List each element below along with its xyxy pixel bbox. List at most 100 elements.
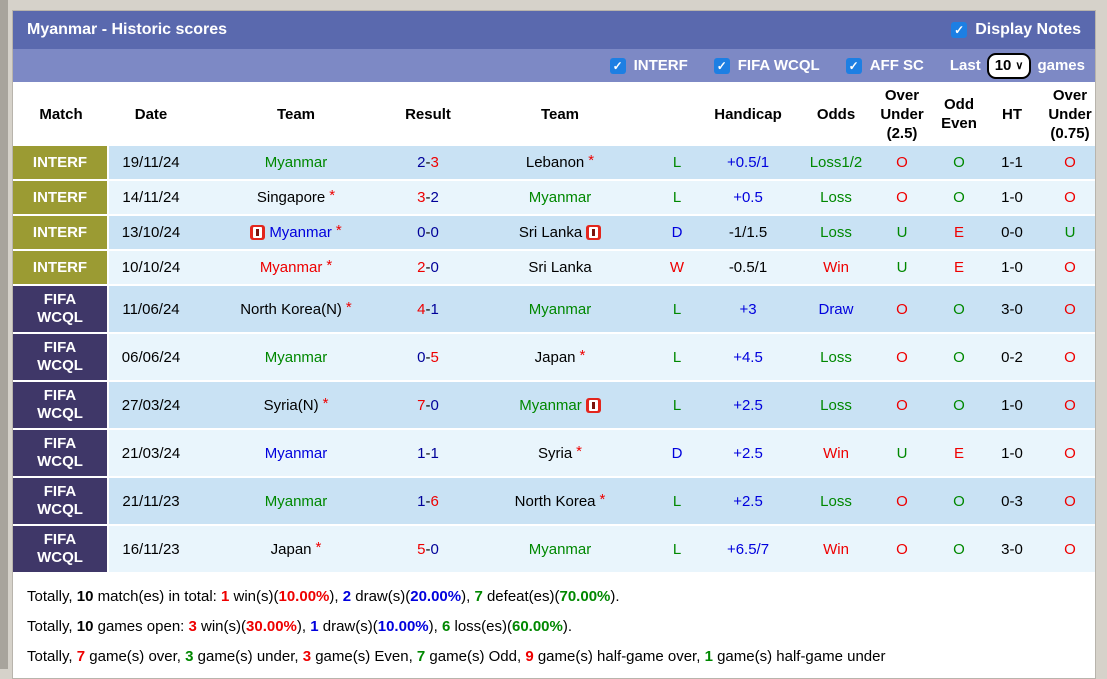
team-name: Myanmar: [264, 154, 328, 171]
odds-result: Loss: [805, 349, 867, 366]
result-letter: D: [663, 224, 691, 241]
note-icon[interactable]: [586, 225, 602, 240]
value: E: [953, 224, 964, 241]
note-icon[interactable]: [250, 225, 266, 240]
value: O: [953, 492, 965, 510]
match-date: 21/03/24: [121, 444, 181, 462]
column-header: Date: [134, 105, 168, 123]
match-date: 11/06/24: [122, 300, 180, 318]
asterisk: *: [335, 222, 342, 239]
home-score: 1: [417, 444, 426, 462]
result-score: 0-5: [399, 349, 457, 366]
panel-titlebar: Myanmar - Historic scores ✓ Display Note…: [13, 11, 1095, 49]
asterisk: *: [329, 187, 336, 204]
summary-segment: game(s) half-game over,: [533, 648, 705, 665]
value: Loss: [820, 396, 852, 414]
home-team: Japan *: [193, 539, 399, 558]
half-time-score: 1-1: [1001, 154, 1023, 171]
summary-segment: 9: [525, 648, 534, 665]
score-dash: -: [425, 300, 431, 318]
summary-segment: win(s)(: [196, 618, 247, 635]
value: O: [953, 540, 965, 558]
summary-segment: 30.00%: [246, 618, 297, 635]
away-score: 5: [430, 348, 439, 366]
match-date: 14/11/24: [122, 189, 180, 206]
summary-segment: 6: [441, 618, 451, 635]
match-date: 10/10/24: [121, 259, 181, 276]
match-date: 27/03/24: [121, 396, 181, 414]
over-under-075: O: [1043, 301, 1097, 318]
value: +2.5: [733, 444, 763, 462]
result-letter: D: [663, 445, 691, 462]
away-score: 0: [430, 540, 439, 558]
home-team: Myanmar: [193, 349, 399, 366]
home-team: Myanmar: [193, 445, 399, 462]
result-letter: W: [663, 259, 691, 276]
historic-scores-panel: Myanmar - Historic scores ✓ Display Note…: [12, 10, 1096, 679]
home-team: Myanmar *: [193, 257, 399, 276]
home-score: 0: [417, 224, 426, 241]
checkbox-icon[interactable]: ✓: [609, 57, 626, 74]
column-header: Team: [276, 105, 316, 123]
handicap-value: +6.5/7: [691, 541, 805, 558]
away-score: 2: [430, 189, 439, 206]
table-row: INTERF 14/11/24 Singapore * 3-2 Myanmar L +0.5 L…: [13, 181, 1095, 214]
half-time-score: 0-2: [1001, 348, 1023, 366]
value: +2.5: [733, 492, 763, 510]
value: Draw: [818, 300, 854, 318]
over-under-25: O: [867, 154, 937, 171]
league-badge: FIFA WCQL: [13, 334, 109, 380]
column-header: Odds: [816, 105, 856, 123]
summary-segment: 7: [416, 648, 426, 665]
half-time-score: 1-0: [1001, 189, 1023, 206]
value: O: [953, 189, 965, 206]
handicap-value: +2.5: [691, 445, 805, 462]
display-notes-checkbox-icon[interactable]: ✓: [951, 22, 968, 38]
team-name: Sri Lanka: [518, 224, 583, 241]
over-under-075: O: [1043, 493, 1097, 510]
filter-interf[interactable]: ✓ INTERF: [609, 57, 688, 74]
over-under-25: O: [867, 349, 937, 366]
match-date: 19/11/24: [122, 154, 180, 171]
column-header: Team: [540, 105, 580, 123]
team-name: Myanmar: [528, 540, 592, 558]
column-header: Match: [39, 105, 83, 123]
note-icon[interactable]: [585, 397, 601, 413]
odd-even: O: [937, 397, 981, 414]
score-dash: -: [425, 259, 431, 276]
odd-even: O: [937, 189, 981, 206]
match-date: 21/11/23: [122, 492, 180, 510]
value: Loss: [820, 348, 852, 366]
filter-aff-sc[interactable]: ✓ AFF SC: [845, 57, 924, 74]
filter-fifa-wcql[interactable]: ✓ FIFA WCQL: [713, 57, 820, 74]
value: +0.5: [733, 189, 763, 206]
last-games-select[interactable]: 10 ∨: [986, 52, 1032, 79]
value: +3: [739, 300, 757, 318]
home-score: 2: [417, 154, 426, 171]
checkbox-icon[interactable]: ✓: [845, 57, 862, 74]
team-name: Myanmar: [259, 259, 323, 276]
table-row: FIFA WCQL 21/03/24 Myanmar 1-1 Syria * D +2.5 Wi…: [13, 430, 1095, 476]
display-notes-toggle[interactable]: ✓ Display Notes: [951, 21, 1081, 39]
odd-even: O: [937, 301, 981, 318]
team-name: North Korea: [514, 492, 596, 510]
filter-label: AFF SC: [869, 57, 924, 74]
over-under-25: U: [867, 224, 937, 241]
value: L: [672, 492, 682, 510]
away-team: North Korea *: [457, 491, 663, 510]
away-score: 0: [430, 396, 439, 414]
checkbox-icon[interactable]: ✓: [713, 57, 730, 74]
summary-segment: Totally,: [27, 618, 77, 635]
away-score: 1: [430, 444, 439, 462]
over-under-25: U: [867, 445, 937, 462]
half-time-score: 0-3: [1001, 492, 1023, 510]
result-score: 3-2: [399, 189, 457, 206]
team-name: Lebanon: [525, 154, 585, 171]
value: L: [672, 540, 682, 558]
value: Win: [823, 540, 849, 558]
half-time-score: 1-0: [1001, 444, 1023, 462]
over-under-075: O: [1043, 397, 1097, 414]
league-badge: INTERF: [13, 181, 109, 214]
score-dash: -: [425, 154, 431, 171]
value: Loss: [820, 189, 852, 206]
